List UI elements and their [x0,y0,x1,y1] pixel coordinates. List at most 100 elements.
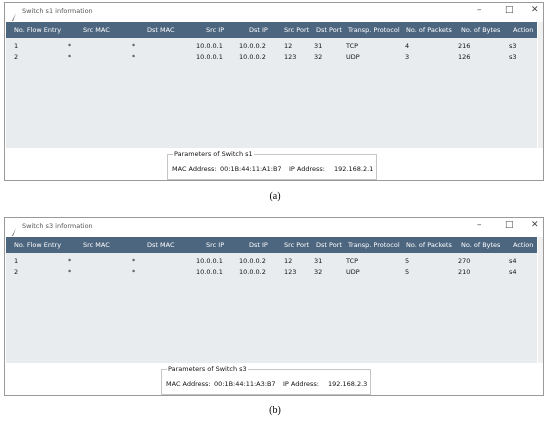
table-cell: 5 [405,268,410,276]
column-header[interactable]: No. Flow Entry [14,26,62,34]
table-cell: * [68,42,72,50]
maximize-button[interactable]: □ [505,220,514,230]
table-cell: TCP [346,257,359,265]
column-header[interactable]: Dst MAC [147,241,175,249]
feather-icon [12,13,16,21]
table-cell: * [68,268,72,276]
column-header[interactable]: Action [513,241,534,249]
title-bar: Switch s3 information – □ ✕ [5,218,543,236]
column-header[interactable]: Dst IP [249,26,268,34]
column-header[interactable]: Dst MAC [147,26,175,34]
table-cell: 4 [405,42,410,50]
table-cell: 210 [458,268,471,276]
window: Switch s1 information – □ ✕ No. Flow Entry Sr… [4,2,544,181]
table-cell: 10.0.0.2 [239,257,266,265]
table-cell: 2 [14,268,19,276]
column-header[interactable]: Src MAC [83,241,110,249]
flow-table: No. Flow Entry Src MAC Dst MAC Src IP Dst IP… [6,22,537,148]
table-cell: 12 [284,257,293,265]
table-cell: 32 [314,268,323,276]
parameters-legend: Parameters of Switch s3 [167,365,248,373]
column-header[interactable]: Transp. Protocol [348,241,400,249]
ip-value: 192.168.2.3 [328,380,368,388]
ip-label: IP Address: [289,165,325,173]
table-header: No. Flow Entry Src MAC Dst MAC Src IP Dst IP… [6,237,537,253]
mac-value: 00:1B:44:11:A1:B7 [220,165,282,173]
parameters-box: Parameters of Switch s3 MAC Address: 00:1B… [161,365,371,395]
table-header: No. Flow Entry Src MAC Dst MAC Src IP Dst IP… [6,22,537,38]
table-cell: TCP [346,42,359,50]
window-title: Switch s1 information [22,7,93,15]
close-button[interactable]: ✕ [531,5,539,15]
table-cell: 1 [14,42,19,50]
column-header[interactable]: Dst Port [316,241,342,249]
column-header[interactable]: Src MAC [83,26,110,34]
close-button[interactable]: ✕ [531,220,539,230]
table-cell: 10.0.0.1 [196,42,223,50]
column-header[interactable]: No. of Packets [406,241,452,249]
table-cell: s4 [509,268,517,276]
table-cell: 10.0.0.1 [196,257,223,265]
column-header[interactable]: Src IP [206,26,225,34]
minimize-button[interactable]: – [477,220,482,230]
table-cell: s4 [509,257,517,265]
window-title: Switch s3 information [22,222,93,230]
column-header[interactable]: No. of Bytes [461,241,501,249]
table-cell: 32 [314,53,323,61]
app-icon [11,222,17,236]
title-bar: Switch s1 information – □ ✕ [5,3,543,21]
table-cell: 270 [458,257,471,265]
column-header[interactable]: Src Port [284,241,310,249]
column-header[interactable]: No. of Bytes [461,26,501,34]
table-cell: 10.0.0.1 [196,53,223,61]
mac-label: MAC Address: [172,165,217,173]
table-cell: 10.0.0.2 [239,53,266,61]
column-header[interactable]: No. of Packets [406,26,452,34]
table-cell: * [68,257,72,265]
table-cell: UDP [346,268,360,276]
table-cell: 5 [405,257,410,265]
feather-icon [12,228,16,236]
flow-table: No. Flow Entry Src MAC Dst MAC Src IP Dst IP… [6,237,537,363]
minimize-button[interactable]: – [477,5,482,15]
ip-value: 192.168.2.1 [334,165,374,173]
column-header[interactable]: Transp. Protocol [348,26,400,34]
table-cell: 10.0.0.1 [196,268,223,276]
column-header[interactable]: Dst Port [316,26,342,34]
table-cell: * [132,268,136,276]
column-header[interactable]: Src IP [206,241,225,249]
parameters-legend: Parameters of Switch s1 [173,150,254,158]
window: Switch s3 information – □ ✕ No. Flow Entry Sr… [4,217,544,396]
table-cell: s3 [509,53,517,61]
table-cell: 10.0.0.2 [239,42,266,50]
maximize-button[interactable]: □ [505,5,514,15]
table-cell: * [132,257,136,265]
figure-caption: (a) [269,191,281,202]
table-cell: 31 [314,257,323,265]
table-cell: * [68,53,72,61]
column-header[interactable]: Action [513,26,534,34]
table-cell: 2 [14,53,19,61]
table-cell: 12 [284,42,293,50]
table-cell: 3 [405,53,410,61]
table-cell: UDP [346,53,360,61]
column-header[interactable]: Dst IP [249,241,268,249]
column-header[interactable]: No. Flow Entry [14,241,62,249]
mac-value: 00:1B:44:11:A3:B7 [214,380,276,388]
table-cell: * [132,42,136,50]
parameters-box: Parameters of Switch s1 MAC Address: 00:1B… [167,150,377,180]
table-cell: 123 [284,53,297,61]
table-cell: * [132,53,136,61]
ip-label: IP Address: [283,380,319,388]
table-cell: s3 [509,42,517,50]
mac-label: MAC Address: [166,380,211,388]
scrollbar[interactable] [538,237,543,363]
column-header[interactable]: Src Port [284,26,310,34]
table-cell: 10.0.0.2 [239,268,266,276]
table-cell: 123 [284,268,297,276]
table-cell: 216 [458,42,471,50]
scrollbar[interactable] [538,22,543,148]
table-cell: 126 [458,53,471,61]
app-icon [11,7,17,21]
